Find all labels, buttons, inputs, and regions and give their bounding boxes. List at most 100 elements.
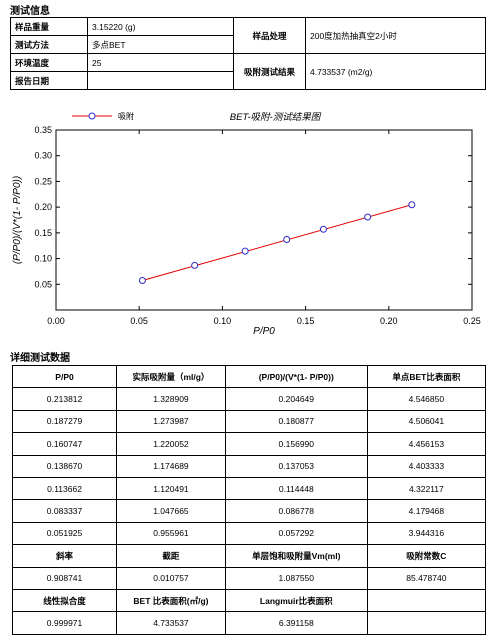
x-tick-label: 0.20 — [380, 316, 398, 326]
table-cell: 4.322117 — [366, 476, 487, 501]
temp-label: 环境温度 — [10, 53, 88, 72]
y-axis: 0.05 0.10 0.15 0.20 0.25 0.30 0.35 — [34, 125, 472, 289]
table-row-fit: 0.908741 0.010757 1.087550 85.478740 — [11, 566, 487, 590]
table-cell: 0.204649 — [224, 387, 368, 411]
y-tick-label: 0.15 — [34, 228, 52, 238]
legend-marker — [88, 112, 96, 120]
x-axis-label: P/P0 — [253, 326, 275, 337]
table-cell: 0.057292 — [224, 521, 368, 546]
table-cell: 0.083337 — [11, 499, 118, 523]
table-cell: 0.137053 — [224, 454, 368, 478]
plot-frame — [55, 129, 473, 311]
header-row-surface: 线性拟合度 BET 比表面积(㎡/g) Langmuir比表面积 — [11, 588, 487, 613]
data-point — [138, 277, 146, 285]
header-cell: P/P0 — [11, 364, 118, 389]
legend: 吸附 — [72, 111, 134, 121]
chart-title: BET-吸附-测试结果图 — [230, 112, 322, 123]
table-cell: 1.120491 — [116, 476, 226, 501]
table-row: 0.113662 1.120491 0.114448 4.322117 — [11, 476, 487, 501]
table-cell: 1.174689 — [116, 454, 226, 478]
data-point — [191, 261, 199, 269]
y-tick-label: 0.05 — [34, 279, 52, 289]
header-cell: 线性拟合度 — [11, 588, 118, 613]
x-axis: 0.00 0.05 0.10 0.15 0.20 0.25 — [47, 130, 481, 326]
y-axis-label: (P/P0)/(V*(1- P/P0)) — [12, 176, 23, 264]
detail-data-table: P/P0 实际吸附量（ml/g） (P/P0)/(V*(1- P/P0)) 单点BET… — [11, 364, 487, 635]
method-value: 多点BET — [87, 35, 234, 54]
table-cell: 0.213812 — [11, 387, 118, 411]
data-point — [364, 213, 372, 221]
header-cell: 实际吸附量（ml/g） — [116, 364, 226, 389]
table-cell: 0.010757 — [116, 566, 226, 590]
data-point — [408, 201, 416, 209]
y-tick-label: 0.10 — [34, 254, 52, 264]
header-row: P/P0 实际吸附量（ml/g） (P/P0)/(V*(1- P/P0)) 单点BET… — [11, 364, 487, 389]
table-row: 0.187279 1.273987 0.180877 4.506041 — [11, 409, 487, 434]
table-cell: 4.456153 — [366, 432, 487, 456]
header-cell: 截距 — [116, 544, 226, 568]
treat-label: 样品处理 — [233, 17, 306, 54]
series-adsorption — [138, 201, 416, 285]
table-cell: 4.179468 — [366, 499, 487, 523]
header-cell: 单层饱和吸附量Vm(ml) — [224, 544, 368, 568]
treat-value: 200度加热抽真空2小时 — [305, 17, 486, 54]
x-tick-label: 0.10 — [214, 316, 232, 326]
table-cell: 3.944316 — [366, 521, 487, 546]
table-cell: 0.180877 — [224, 409, 368, 434]
table-cell: 0.908741 — [11, 566, 118, 590]
table-cell: 6.391158 — [224, 611, 368, 635]
table-cell: 0.160747 — [11, 432, 118, 456]
table-cell: 0.955961 — [116, 521, 226, 546]
result-value: 4.733537 (m2/g) — [305, 53, 486, 90]
table-row: 0.213812 1.328909 0.204649 4.546850 — [11, 387, 487, 411]
fit-line — [142, 204, 412, 282]
header-cell: Langmuir比表面积 — [224, 588, 368, 613]
table-cell: 0.187279 — [11, 409, 118, 434]
table-cell: 0.113662 — [11, 476, 118, 501]
header-cell: 单点BET比表面积 — [366, 364, 487, 389]
table-cell: 1.087550 — [224, 566, 368, 590]
header-cell — [366, 588, 487, 613]
table-row: 0.051925 0.955961 0.057292 3.944316 — [11, 521, 487, 546]
table-cell: 0.051925 — [11, 521, 118, 546]
table-row: 0.083337 1.047665 0.086778 4.179468 — [11, 499, 487, 523]
data-point — [283, 236, 291, 244]
table-cell: 0.086778 — [224, 499, 368, 523]
table-cell: 1.273987 — [116, 409, 226, 434]
header-cell: BET 比表面积(㎡/g) — [116, 588, 226, 613]
data-point — [319, 225, 327, 233]
section-title-detail: 详细测试数据 — [10, 353, 70, 364]
table-row-surface: 0.999971 4.733537 6.391158 — [11, 611, 487, 635]
bet-chart: 吸附 BET-吸附-测试结果图 0.00 0.05 0.10 0.15 0.20 0.25… — [12, 111, 481, 337]
sample-info-table: 样品重量 3.15220 (g) 样品处理 200度加热抽真空2小时 测试方法 … — [10, 17, 486, 90]
legend-label: 吸附 — [118, 111, 134, 121]
table-row: 0.138670 1.174689 0.137053 4.403333 — [11, 454, 487, 478]
table-cell: 4.733537 — [116, 611, 226, 635]
method-label: 测试方法 — [10, 35, 88, 54]
table-cell: 4.546850 — [366, 387, 487, 411]
x-tick-label: 0.00 — [47, 316, 65, 326]
header-cell: 吸附常数C — [366, 544, 487, 568]
y-tick-label: 0.25 — [34, 176, 52, 186]
table-cell — [366, 611, 487, 635]
table-cell: 0.999971 — [11, 611, 118, 635]
x-tick-label: 0.25 — [463, 316, 481, 326]
result-label: 吸附测试结果 — [233, 53, 306, 90]
table-cell: 1.328909 — [116, 387, 226, 411]
table-cell: 4.506041 — [366, 409, 487, 434]
section-title-info: 测试信息 — [10, 6, 50, 17]
table-row: 0.160747 1.220052 0.156990 4.456153 — [11, 432, 487, 456]
x-tick-label: 0.15 — [297, 316, 315, 326]
table-cell: 1.220052 — [116, 432, 226, 456]
y-tick-label: 0.35 — [34, 125, 52, 135]
header-cell: (P/P0)/(V*(1- P/P0)) — [224, 364, 368, 389]
y-tick-label: 0.20 — [34, 202, 52, 212]
date-value — [87, 71, 234, 90]
mass-label: 样品重量 — [10, 17, 88, 36]
table-cell: 0.114448 — [224, 476, 368, 501]
x-tick-label: 0.05 — [130, 316, 148, 326]
mass-value: 3.15220 (g) — [87, 17, 234, 36]
table-cell: 1.047665 — [116, 499, 226, 523]
table-cell: 0.138670 — [11, 454, 118, 478]
temp-value: 25 — [87, 53, 234, 72]
